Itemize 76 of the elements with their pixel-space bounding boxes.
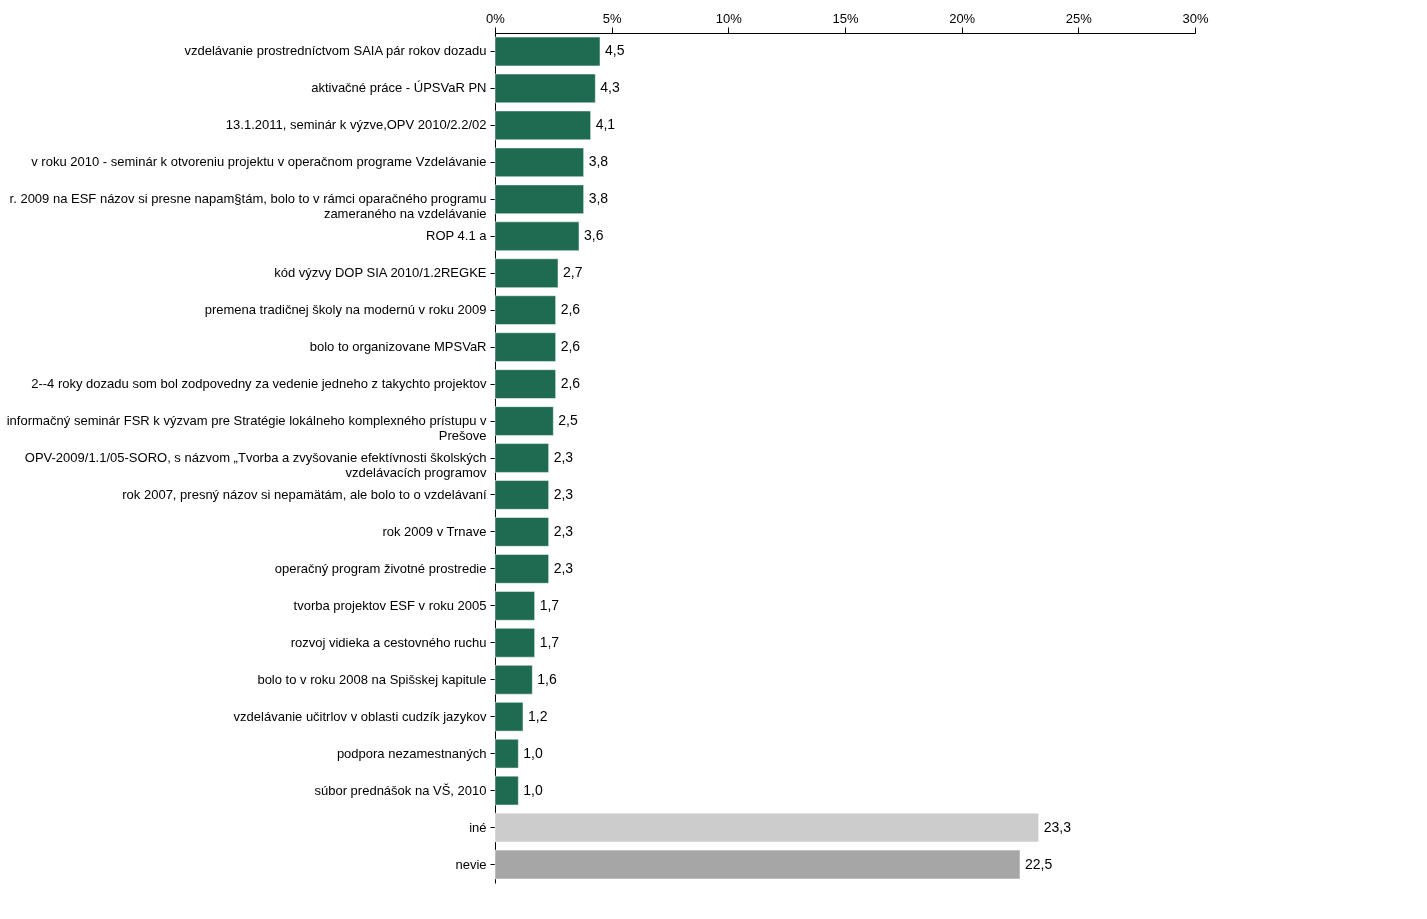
y-tick-label: rok 2007, presný názov si nepamätám, ale bolo to o vzdelávaní — [122, 486, 487, 502]
bar — [494, 258, 559, 288]
y-tick-label: OPV-2009/1.1/05-SORO, s názvom „Tvorba a zvyšovanie efektívnosti školských vzdelávacích programov — [24, 450, 487, 480]
data-label: 1,0 — [523, 744, 544, 761]
data-label: 1,6 — [537, 670, 558, 687]
data-label: 3,6 — [584, 227, 604, 244]
x-tick-label: 10% — [715, 10, 743, 26]
y-tick-label: v roku 2010 - seminár k otvoreniu projektu v operačnom programe Vzdelávanie — [31, 154, 487, 170]
y-tick-label: iné — [469, 819, 487, 835]
data-label: 4,1 — [595, 116, 616, 133]
bar — [494, 480, 549, 510]
bar — [494, 554, 549, 584]
y-tick-label: aktivačné práce - ÚPSVaR PN — [311, 80, 487, 96]
bar — [494, 147, 584, 178]
data-label: 2,3 — [553, 449, 574, 465]
bar — [494, 221, 580, 251]
data-label: 2,7 — [563, 264, 583, 281]
bar — [494, 36, 601, 67]
data-label: 2,6 — [560, 338, 581, 355]
bar — [494, 665, 533, 695]
y-tick-label: rok 2009 v Trnave — [382, 523, 487, 539]
data-label: 2,6 — [560, 301, 581, 318]
y-tick-label: operačný program životné prostredie — [274, 560, 487, 576]
data-label: 1,0 — [523, 781, 544, 798]
y-tick-label: 2--4 roky dozadu som bol zodpovedny za vedenie jedneho z takychto projektov — [31, 376, 487, 392]
y-tick-label: podpora nezamestnaných — [336, 745, 487, 761]
x-tick-label: 5% — [602, 10, 622, 26]
bar — [494, 369, 556, 399]
y-tick-label: vzdelávanie učitrlov v oblasti cudzík jazykov — [233, 708, 487, 724]
bar — [494, 849, 1021, 880]
data-label: 4,3 — [600, 79, 621, 96]
bar — [494, 517, 549, 547]
bar — [494, 110, 591, 141]
y-tick-label: informačný seminár FSR k výzvam pre Stratégie lokálneho komplexného prístupu v Prešove — [6, 413, 487, 444]
x-tick-label: 15% — [832, 10, 859, 26]
y-tick-label: kód výzvy DOP SIA 2010/1.2REGKE — [274, 265, 487, 281]
x-tick-label: 0% — [486, 10, 506, 26]
x-tick-label: 30% — [1182, 10, 1209, 26]
data-label: 2,3 — [553, 559, 574, 576]
data-label: 2,5 — [558, 412, 579, 429]
data-label: 2,6 — [560, 375, 581, 392]
y-tick-label: bolo to organizovane MPSVaR — [309, 339, 487, 355]
x-tick-label: 20% — [949, 10, 976, 26]
data-label: 2,3 — [553, 522, 574, 539]
data-label: 1,7 — [539, 633, 560, 650]
y-tick-label: r. 2009 na ESF názov si presne napam§tám, bolo to v rámci oparačného programu zameraného na vzdelávanie — [9, 191, 487, 222]
bar — [494, 443, 549, 473]
y-tick-label: rozvoj vidieka a cestovného ruchu — [290, 634, 487, 650]
y-tick-label: tvorba projektov ESF v roku 2005 — [293, 597, 487, 613]
bar — [494, 406, 554, 436]
data-label: 2,3 — [553, 485, 574, 502]
bar — [494, 73, 596, 104]
bar — [494, 332, 556, 362]
bar — [494, 775, 519, 806]
y-tick-label: ROP 4.1 a — [426, 228, 488, 244]
bar — [494, 628, 535, 658]
bar — [494, 295, 556, 325]
data-label: 4,5 — [605, 42, 625, 59]
data-label: 22,5 — [1025, 855, 1053, 872]
data-label: 1,7 — [539, 596, 560, 613]
data-label: 3,8 — [588, 153, 609, 170]
data-label: 3,8 — [588, 190, 609, 207]
bar — [494, 738, 519, 769]
y-tick-label: vzdelávanie prostredníctvom SAIA pár rokov dozadu — [184, 43, 487, 59]
bar — [494, 591, 535, 621]
bar — [494, 702, 524, 732]
y-tick-label: 13.1.2011, seminár k výzve,OPV 2010/2.2/02 — [225, 117, 487, 133]
x-tick-label: 25% — [1065, 10, 1093, 26]
y-tick-label: bolo to v roku 2008 na Spišskej kapitule — [257, 671, 487, 687]
data-label: 23,3 — [1043, 818, 1072, 835]
y-tick-label: premena tradičnej školy na modernú v roku 2009 — [204, 302, 487, 318]
data-label: 1,2 — [528, 707, 548, 724]
y-tick-label: súbor prednášok na VŠ, 2010 — [314, 782, 487, 798]
bar — [494, 184, 584, 214]
bar — [494, 812, 1039, 843]
y-tick-label: nevie — [455, 856, 487, 872]
